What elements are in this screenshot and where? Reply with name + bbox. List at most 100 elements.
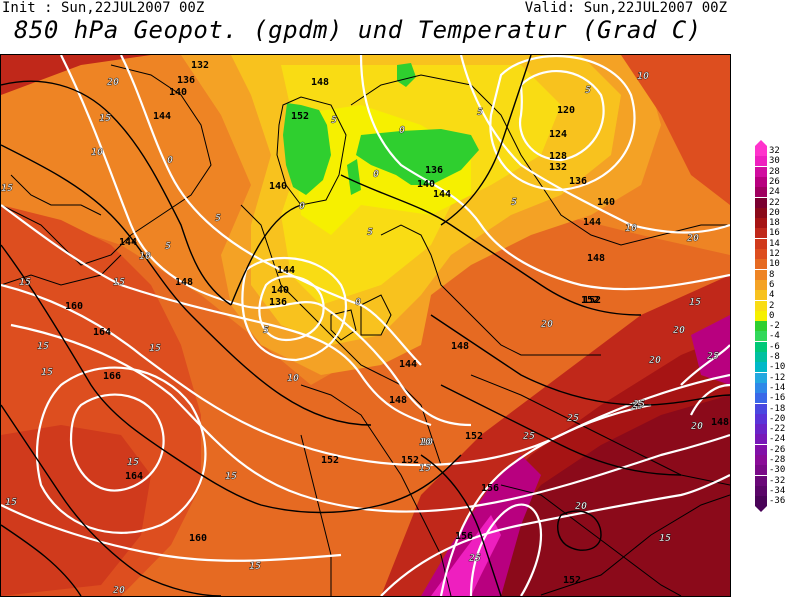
geopot-label: 144	[153, 111, 171, 122]
legend-swatch	[755, 310, 767, 321]
legend-swatch	[755, 434, 767, 445]
temp-label: 15	[249, 561, 261, 572]
geopot-label: 152	[465, 431, 483, 442]
temp-label: 15	[689, 297, 701, 308]
temp-label: 5	[331, 115, 337, 126]
temp-label: 0	[299, 201, 305, 212]
geopot-label: 156	[455, 531, 473, 542]
temp-label: 0	[399, 125, 405, 136]
weather-map: 132 136 140 144 148 120 124 128 132 136 …	[0, 54, 731, 597]
legend-entry: 0	[752, 310, 789, 321]
cold-core-small	[347, 159, 361, 195]
legend-swatch	[755, 372, 767, 383]
legend-label: -12	[769, 372, 786, 383]
geopot-label: 166	[103, 371, 121, 382]
legend-label: 20	[769, 207, 780, 218]
temp-label: 20	[690, 421, 703, 432]
legend-entry: 32	[752, 146, 789, 156]
legend-swatch	[755, 269, 767, 280]
geopot-label: 148	[711, 417, 729, 428]
temp-label: 15	[419, 463, 431, 474]
temp-label: 15	[113, 277, 125, 288]
geopot-label: 144	[119, 237, 137, 248]
legend-swatch	[755, 413, 767, 424]
legend-swatch	[755, 156, 767, 167]
legend-label: 30	[769, 156, 780, 167]
temp-label: 25	[522, 431, 535, 442]
legend-entry: 18	[752, 218, 789, 229]
legend-entry: -4	[752, 331, 789, 342]
legend-swatch	[755, 166, 767, 177]
legend-swatch	[755, 455, 767, 465]
legend-label: -26	[769, 444, 786, 455]
temp-label: 15	[659, 533, 671, 544]
legend-entry: 12	[752, 249, 789, 259]
geopot-label: 128	[549, 151, 567, 162]
geopot-label: 148	[311, 77, 329, 88]
geopot-label: 144	[583, 217, 601, 228]
legend-swatch	[755, 187, 767, 198]
legend-swatch	[755, 382, 767, 393]
geopot-label: 140	[271, 285, 289, 296]
legend-label: 8	[769, 269, 775, 280]
legend-label: -20	[769, 413, 786, 424]
legend-arrow-up	[755, 140, 767, 146]
legend-swatch	[755, 496, 767, 507]
legend-swatch	[755, 238, 767, 249]
legend-swatch	[755, 228, 767, 239]
legend-label: 16	[769, 228, 780, 239]
legend-arrow-down	[755, 506, 767, 512]
legend-swatch	[755, 485, 767, 496]
legend-swatch	[755, 176, 767, 187]
temp-label: 10	[419, 437, 431, 448]
legend-label: -18	[769, 403, 786, 414]
temperature-contours	[1, 55, 730, 596]
temp-label: 20	[686, 233, 699, 244]
legend-entry: 14	[752, 238, 789, 249]
cold-core-greenland	[283, 103, 331, 195]
legend-entry: -10	[752, 362, 789, 373]
geopot-label: 148	[451, 341, 469, 352]
temp-label: 5	[511, 197, 517, 208]
geopot-label: 140	[597, 197, 615, 208]
temp-label: 15	[37, 341, 49, 352]
temp-label: 10	[287, 373, 299, 384]
legend-swatch	[755, 300, 767, 311]
temp-label: 15	[5, 497, 17, 508]
legend-entry: 2	[752, 300, 789, 311]
temp-label: 20	[672, 325, 685, 336]
geopot-label: 124	[549, 129, 567, 140]
geopot-label: 152	[401, 455, 419, 466]
legend-entry: -28	[752, 455, 789, 465]
temp-label: 15	[225, 471, 237, 482]
geopot-label: 136	[269, 297, 287, 308]
temp-label: 20	[112, 585, 125, 596]
legend-label: 12	[769, 249, 780, 259]
legend-entry: -26	[752, 444, 789, 455]
temp-label: 5	[367, 227, 373, 238]
geopot-label: 144	[433, 189, 451, 200]
contour-labels: 132 136 140 144 148 120 124 128 132 136 …	[1, 60, 729, 596]
legend-label: -30	[769, 465, 786, 476]
temp-label-group: 20 15 10 5 0 5 0 5 0 5 10 10 15 15 15 15…	[1, 71, 719, 596]
geopot-label: 164	[125, 471, 143, 482]
legend-entry: -24	[752, 434, 789, 445]
valid-time: Valid: Sun,22JUL2007 00Z	[524, 0, 727, 16]
legend-swatch	[755, 352, 767, 362]
temp-label: 0	[167, 155, 173, 166]
legend-swatch	[755, 362, 767, 373]
geopot-label: 140	[417, 179, 435, 190]
legend-entry: 22	[752, 197, 789, 208]
legend-entry: 4	[752, 290, 789, 301]
legend-entry: 28	[752, 166, 789, 177]
legend-label: -8	[769, 352, 780, 362]
legend-swatch	[755, 259, 767, 270]
geopot-label: 132	[191, 60, 209, 71]
legend-entry: 8	[752, 269, 789, 280]
geopot-label: 120	[557, 105, 575, 116]
geopot-label: 152	[291, 111, 309, 122]
geopot-label: 148	[175, 277, 193, 288]
geopot-label: 164	[93, 327, 111, 338]
legend-label: 0	[769, 310, 775, 321]
temp-label: 20	[574, 501, 587, 512]
